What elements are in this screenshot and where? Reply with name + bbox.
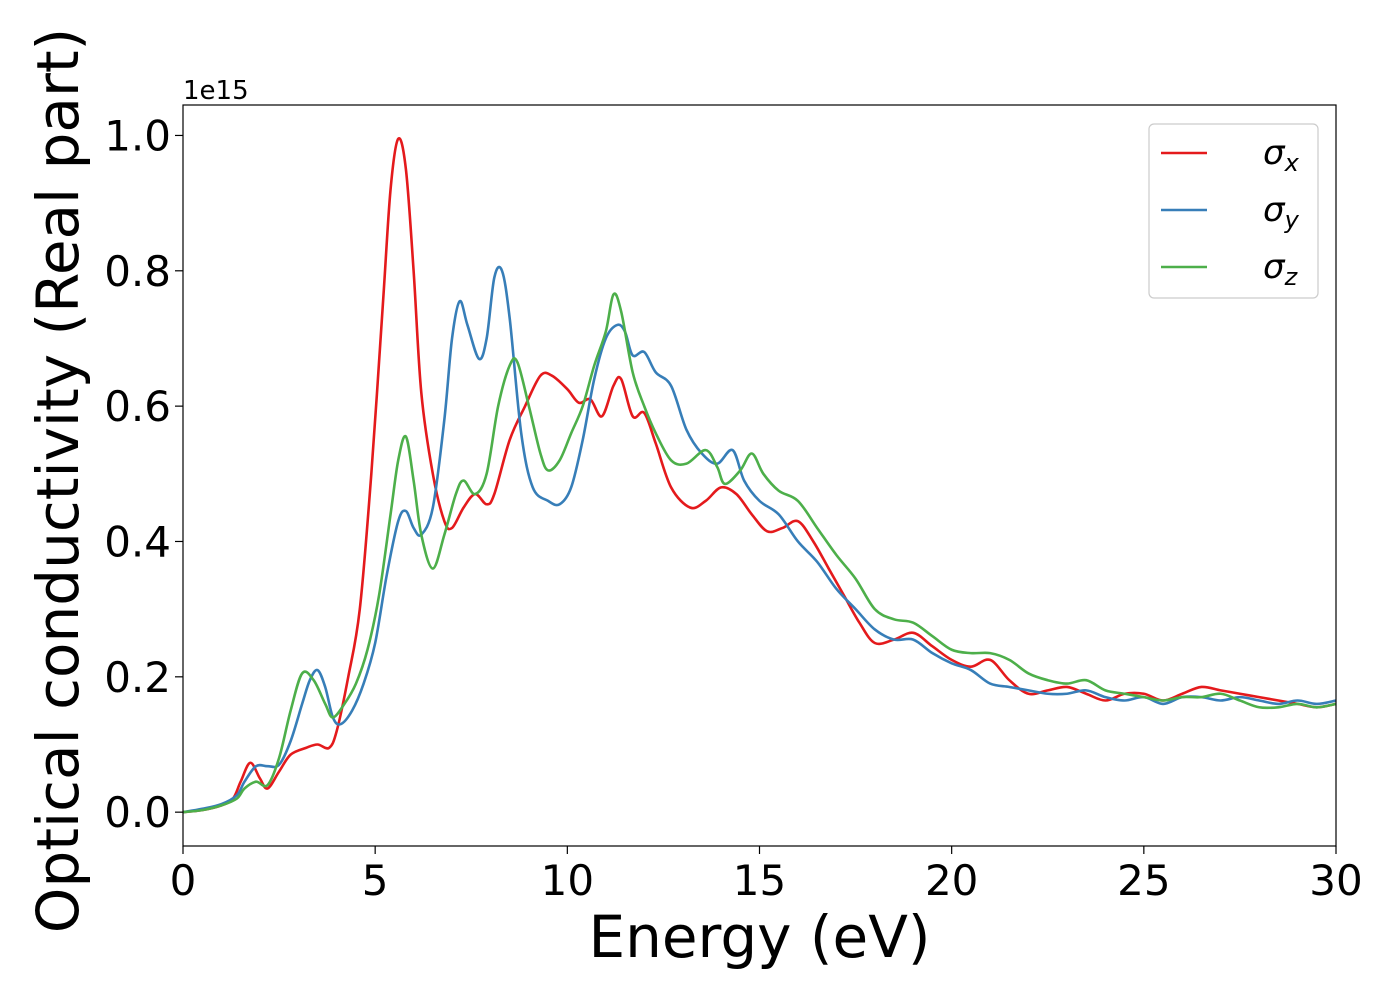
legend-label-z: σz: [1263, 247, 1299, 291]
y-tick-label: 0.2: [104, 653, 171, 702]
legend-box: [1148, 123, 1319, 299]
series-line-x: [183, 136, 1336, 814]
x-tick-label: 0: [170, 856, 197, 905]
y-tick-label: 0.4: [104, 517, 171, 566]
x-tick-label: 30: [1309, 856, 1362, 905]
y-offset-label: 1e15: [183, 76, 249, 106]
legend-label-x: σx: [1263, 133, 1300, 177]
y-axis-label: Optical conductivity (Real part): [24, 28, 92, 933]
series-line-y: [183, 265, 1336, 814]
y-axis: 0.0 0.2 0.4 0.6 0.8 1.0: [104, 111, 183, 837]
y-tick-label: 0.8: [104, 247, 171, 296]
x-axis: 0 5 10 15 20 25 30: [170, 846, 1363, 905]
x-tick-label: 20: [925, 856, 978, 905]
y-tick-label: 0.0: [104, 788, 171, 837]
x-tick-label: 15: [733, 856, 786, 905]
y-tick-label: 1.0: [104, 111, 171, 160]
legend-label-y: σy: [1263, 190, 1300, 234]
series-line-z: [183, 292, 1336, 814]
x-tick-label: 10: [541, 856, 594, 905]
y-tick-label: 0.6: [104, 382, 171, 431]
x-tick-label: 5: [362, 856, 389, 905]
x-tick-label: 25: [1117, 856, 1170, 905]
x-axis-label: Energy (eV): [588, 903, 930, 971]
legend: σx σy σz: [1148, 123, 1319, 299]
series-layer: [183, 136, 1336, 814]
